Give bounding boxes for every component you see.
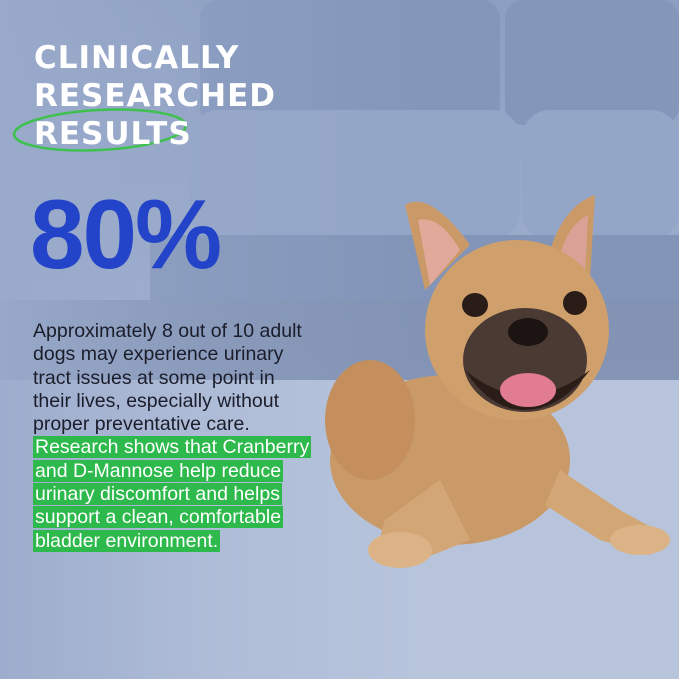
highlighted-text: and D-Mannose help reduce xyxy=(33,459,284,482)
body-text: Approximately 8 out of 10 adult dogs may … xyxy=(33,320,312,553)
text-line: and D-Mannose help reduce xyxy=(33,459,311,483)
text-line: proper preventative care. xyxy=(33,413,250,436)
text-line: tract issues at some point in xyxy=(33,366,275,389)
text-line: bladder environment. xyxy=(33,529,311,553)
text-line: their lives, especially without xyxy=(33,389,280,412)
highlighted-text: bladder environment. xyxy=(33,529,221,552)
headline: RESEARCHED xyxy=(34,78,277,114)
headline: CLINICALLY xyxy=(34,40,240,76)
stat: 80% xyxy=(30,179,222,289)
text-line: Research shows that Cranberry xyxy=(33,436,312,459)
highlighted-text: support a clean, comfortable xyxy=(33,506,284,529)
text-line: support a clean, comfortable xyxy=(33,506,311,529)
text-line: Approximately 8 out of 10 adult xyxy=(33,320,302,342)
text-line: urinary discomfort and helps xyxy=(33,483,311,506)
highlighted-text: urinary discomfort and helps xyxy=(33,483,282,506)
headline: RESULTS xyxy=(34,116,192,152)
highlighted-text: Research shows that Cranberry xyxy=(33,436,312,459)
text-line: dogs may experience urinary xyxy=(33,343,284,366)
